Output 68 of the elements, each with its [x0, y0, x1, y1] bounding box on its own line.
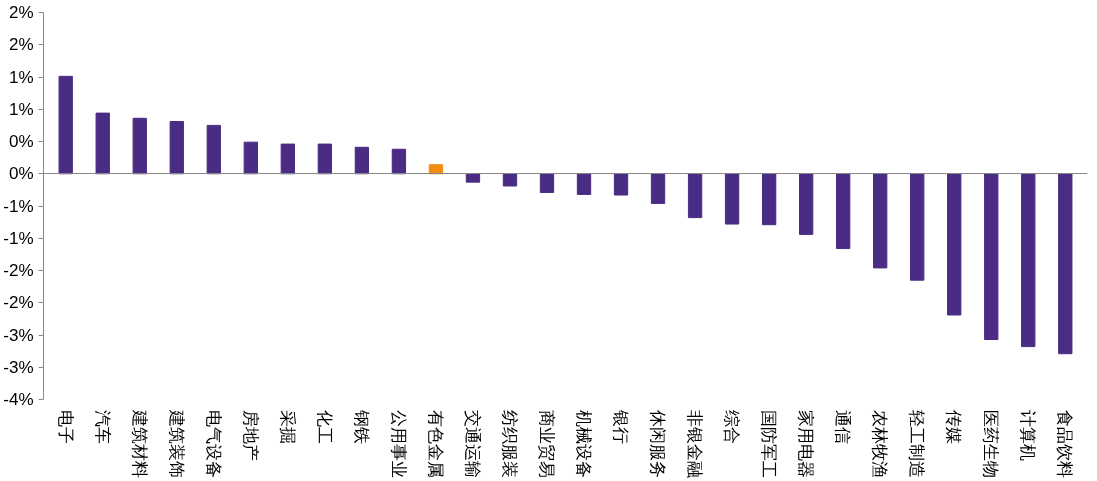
bar [687, 173, 703, 219]
x-tick-label: 综合 [722, 410, 743, 445]
x-tick-label: 医药生物 [981, 410, 1002, 479]
bar [95, 112, 110, 175]
x-tick-label: 有色金属 [425, 410, 446, 479]
x-tick-label: 建筑装饰 [166, 409, 187, 479]
x-tick-label: 计算机 [1018, 410, 1039, 462]
y-tick-label: -2% [3, 261, 34, 280]
x-tick-label: 公用事业 [388, 410, 409, 479]
y-tick-label: 1% [8, 67, 34, 87]
bar [984, 173, 999, 341]
x-tick-label: 轻工制造 [907, 410, 928, 479]
x-tick-label: 钢铁 [351, 409, 372, 445]
bar [724, 173, 740, 225]
y-tick-label: -2% [3, 293, 34, 313]
bar [206, 124, 221, 175]
y-tick-label: 0% [8, 132, 34, 151]
x-tick-label: 休闲服务 [648, 410, 669, 479]
bar [576, 173, 592, 195]
bar [836, 173, 851, 250]
bar [391, 148, 407, 175]
x-tick-label: 商业贸易 [536, 410, 557, 479]
bar [613, 173, 629, 196]
x-tick-label: 电子 [55, 410, 76, 445]
bar [354, 146, 370, 175]
x-tick-label: 非银金融 [685, 410, 706, 479]
y-tick-label: 2% [8, 3, 34, 22]
x-tick-label: 农林牧渔 [870, 410, 891, 479]
x-tick-label: 采掘 [277, 410, 298, 445]
y-tick-label: 2% [8, 35, 34, 55]
x-tick-label: 银行 [611, 409, 632, 445]
y-tick-label: -1% [3, 196, 34, 216]
bar [502, 173, 518, 187]
y-tick-label: -1% [3, 228, 34, 248]
bar [650, 173, 666, 204]
x-tick-label: 通信 [833, 410, 854, 445]
x-tick-label: 建筑材料 [129, 409, 150, 479]
x-tick-label: 房地产 [240, 410, 261, 462]
y-tick-label: -3% [3, 325, 34, 345]
x-tick-label: 电气设备 [203, 410, 224, 479]
x-tick-label: 国防军工 [759, 410, 780, 479]
x-tick-label: 机械设备 [574, 410, 595, 479]
x-tick-label: 食品饮料 [1055, 410, 1076, 479]
bar [798, 173, 814, 235]
y-tick-label: 1% [8, 99, 34, 119]
y-tick-label: -4% [3, 390, 34, 409]
bar [280, 143, 295, 175]
bar [169, 121, 184, 175]
bar [465, 173, 481, 183]
bar [1021, 173, 1036, 348]
x-tick-label: 交通运输 [462, 410, 483, 479]
bar [947, 173, 962, 316]
bar [761, 173, 777, 226]
bar [58, 75, 73, 175]
x-tick-label: 传媒 [944, 410, 965, 445]
bar [132, 117, 147, 175]
y-tick-label: -3% [3, 357, 34, 377]
x-tick-label: 家用电器 [796, 410, 817, 479]
x-tick-label: 汽车 [92, 410, 113, 445]
bar [1058, 173, 1073, 355]
bar [317, 143, 333, 175]
y-tick-label: 0% [8, 164, 34, 184]
x-tick-label: 纺织服装 [499, 410, 520, 479]
x-tick-label: 化工 [314, 410, 335, 445]
bar [873, 173, 888, 269]
bar [910, 173, 925, 281]
bar [243, 141, 258, 175]
bar [539, 173, 555, 193]
